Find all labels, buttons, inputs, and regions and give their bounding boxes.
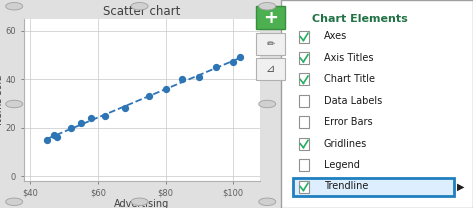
Text: ✏: ✏: [266, 39, 275, 49]
Point: [236, 56, 244, 59]
Title: Scatter chart: Scatter chart: [103, 5, 181, 17]
Text: ⊿: ⊿: [266, 64, 275, 74]
Bar: [298, 52, 309, 64]
Point: [88, 116, 95, 120]
Bar: [256, 6, 285, 30]
Circle shape: [131, 198, 148, 206]
Bar: [298, 181, 309, 193]
Point: [77, 121, 85, 125]
X-axis label: Advertising: Advertising: [114, 199, 169, 208]
Text: Data Labels: Data Labels: [324, 96, 382, 106]
Point: [44, 138, 51, 141]
Bar: [298, 31, 309, 43]
Text: +: +: [263, 9, 278, 27]
Text: ▶: ▶: [457, 181, 464, 191]
Bar: [298, 73, 309, 85]
Point: [121, 107, 129, 110]
Circle shape: [259, 198, 276, 206]
Text: Chart Elements: Chart Elements: [312, 14, 408, 24]
Y-axis label: Items sold: Items sold: [0, 75, 4, 125]
Circle shape: [6, 100, 23, 108]
Point: [212, 66, 220, 69]
Point: [145, 95, 152, 98]
Text: Trendline: Trendline: [324, 181, 368, 191]
Text: Error Bars: Error Bars: [324, 117, 372, 127]
Point: [67, 126, 75, 129]
Bar: [298, 159, 309, 171]
Circle shape: [259, 100, 276, 108]
Text: Gridlines: Gridlines: [324, 139, 367, 149]
Point: [195, 75, 203, 78]
Text: Axis Titles: Axis Titles: [324, 53, 373, 63]
Circle shape: [6, 2, 23, 10]
Point: [101, 114, 108, 117]
Text: Legend: Legend: [324, 160, 359, 170]
Bar: [256, 58, 285, 80]
Point: [53, 136, 61, 139]
Point: [229, 61, 237, 64]
Circle shape: [259, 2, 276, 10]
Bar: [298, 138, 309, 150]
Circle shape: [6, 198, 23, 206]
Circle shape: [131, 2, 148, 10]
Bar: [298, 95, 309, 107]
Point: [179, 78, 186, 81]
Bar: [293, 178, 454, 196]
Text: Axes: Axes: [324, 31, 347, 41]
Bar: [256, 33, 285, 55]
Point: [162, 87, 169, 91]
Point: [50, 133, 58, 137]
Text: Chart Title: Chart Title: [324, 74, 375, 84]
Bar: [298, 116, 309, 128]
